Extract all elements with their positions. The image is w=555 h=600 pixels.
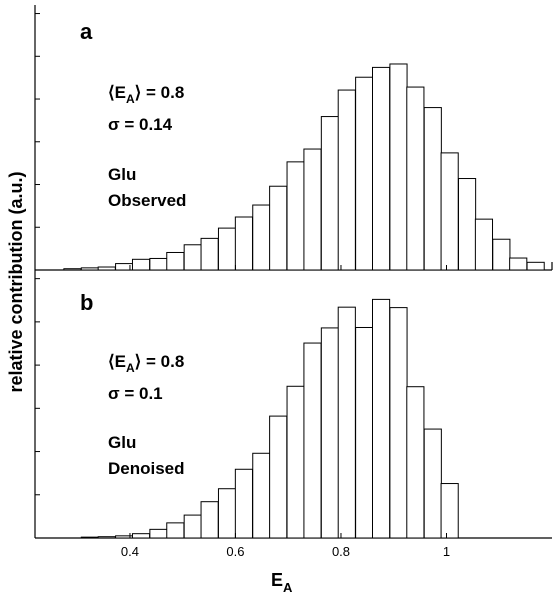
- panel-a-bar: [166, 251, 185, 271]
- panel-b-sample-label: Glu: [108, 433, 136, 452]
- panel-a-bar: [526, 261, 545, 271]
- panel-a-bar: [440, 152, 459, 271]
- panel-b-bar: [320, 327, 339, 539]
- panel-a-bar: [131, 258, 151, 271]
- panel-a-bar: [80, 267, 99, 271]
- panel-b: b ⟨EA⟩ = 0.8 σ = 0.1 Glu Denoised: [34, 270, 552, 539]
- panel-b-mean-label: ⟨EA⟩ = 0.8: [108, 352, 184, 375]
- panel-b-bar: [217, 488, 237, 539]
- x-tick-label: 0.6: [226, 544, 244, 559]
- panel-a-bar: [149, 257, 168, 271]
- panel-a-bar: [286, 161, 305, 271]
- panel-b-y-ticks: [35, 278, 40, 496]
- panel-a-bar: [423, 107, 442, 271]
- panel-a-bar: [389, 63, 408, 271]
- panel-b-bar: [440, 483, 459, 539]
- panel-b-bar: [149, 528, 168, 539]
- panel-b-bar: [97, 536, 116, 539]
- panel-b-bars: [80, 298, 459, 539]
- panel-a-bar: [457, 178, 477, 271]
- panel-a-bar: [355, 76, 374, 271]
- panel-a-annotation: ⟨EA⟩ = 0.8 σ = 0.14 Glu Observed: [108, 83, 186, 210]
- panel-b-bar: [269, 415, 288, 539]
- panel-a-bar: [200, 237, 219, 271]
- panel-b-bar: [406, 386, 425, 539]
- x-axis-title: EA: [271, 570, 293, 595]
- panel-a-bar: [337, 89, 356, 271]
- y-axis-title: relative contribution (a.u.): [6, 171, 26, 392]
- panel-b-letter: b: [80, 290, 93, 315]
- panel-a-bars: [63, 63, 545, 271]
- x-axis-ticks: 0.4 0.6 0.8 1: [121, 265, 450, 559]
- panel-b-bar: [80, 536, 99, 539]
- x-tick-label: 0.8: [332, 544, 350, 559]
- panel-a-bar: [372, 66, 391, 271]
- panel-b-bar: [389, 307, 408, 539]
- panel-a-bar: [509, 257, 528, 271]
- panel-b-bar: [183, 514, 202, 539]
- panel-b-bar: [166, 522, 185, 539]
- panel-b-bar: [131, 533, 151, 539]
- panel-b-sigma-label: σ = 0.1: [108, 384, 163, 403]
- panel-b-bar: [423, 428, 442, 539]
- panel-a-mean-label: ⟨EA⟩ = 0.8: [108, 83, 184, 106]
- x-tick-label: 1: [443, 544, 450, 559]
- panel-a: a ⟨EA⟩ = 0.8 σ = 0.14 Glu Observed: [34, 5, 553, 271]
- panel-a-bar: [234, 216, 253, 271]
- panel-a-y-ticks: [35, 13, 40, 228]
- panel-a-condition-label: Observed: [108, 191, 186, 210]
- panel-a-bar: [97, 266, 116, 271]
- panel-a-bar: [492, 238, 511, 271]
- panel-a-bar: [183, 244, 202, 271]
- x-tick-label: 0.4: [121, 544, 139, 559]
- panel-a-bar: [63, 268, 82, 271]
- panel-b-bar: [200, 501, 219, 539]
- panel-b-bar: [337, 306, 356, 539]
- panel-b-annotation: ⟨EA⟩ = 0.8 σ = 0.1 Glu Denoised: [108, 352, 185, 478]
- panel-a-bar: [320, 116, 339, 271]
- panel-a-sample-label: Glu: [108, 165, 136, 184]
- panel-b-bar: [234, 468, 253, 539]
- panel-a-bar: [474, 218, 494, 271]
- panel-a-bar: [406, 86, 425, 271]
- panel-a-bar: [252, 204, 271, 271]
- panel-a-bar: [303, 148, 322, 271]
- panel-b-condition-label: Denoised: [108, 459, 185, 478]
- panel-a-sigma-label: σ = 0.14: [108, 115, 173, 134]
- panel-b-bar: [286, 385, 305, 539]
- panel-a-bar: [269, 185, 288, 271]
- panel-a-letter: a: [80, 19, 93, 44]
- panel-b-bar: [355, 326, 374, 539]
- panel-b-bar: [372, 298, 391, 539]
- panel-b-bar: [303, 342, 322, 539]
- panel-b-bar: [252, 452, 271, 539]
- panel-a-bar: [217, 227, 237, 271]
